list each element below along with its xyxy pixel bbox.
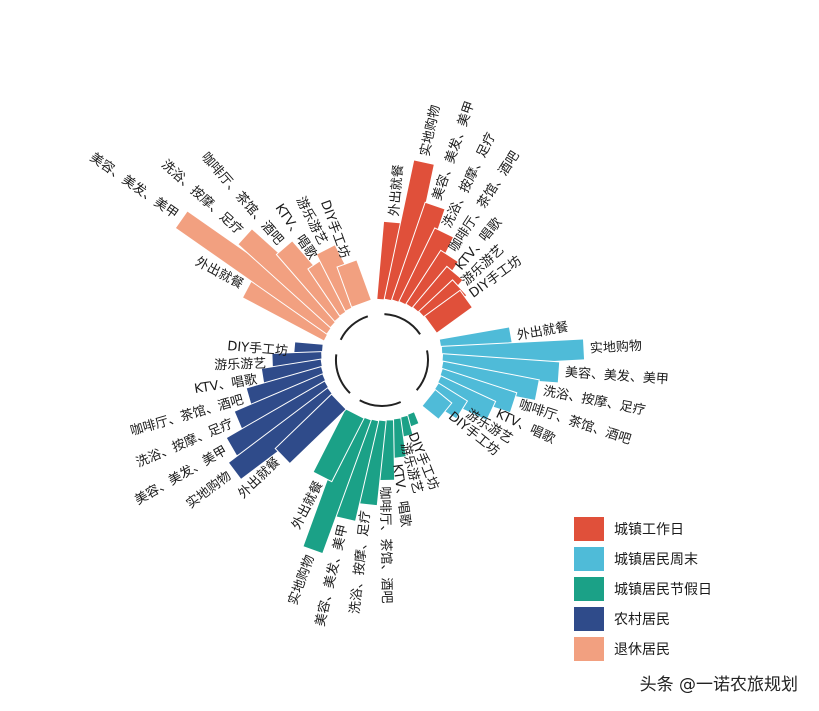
center-arc — [339, 315, 369, 341]
bar-label: 外出就餐 — [386, 164, 406, 217]
bars-layer — [174, 159, 586, 555]
bar-label: 实地购物 — [417, 104, 443, 158]
series-3 — [225, 341, 347, 481]
series-1 — [421, 326, 586, 422]
legend-label: 城镇工作日 — [614, 522, 684, 538]
bar — [421, 388, 453, 421]
watermark: 头条 @一诺农旅规划 — [640, 675, 798, 695]
series-4 — [174, 210, 372, 342]
legend-swatch — [574, 517, 604, 541]
center-arc — [359, 399, 402, 407]
center-arc — [384, 313, 421, 335]
bar-label: 实地购物 — [285, 553, 318, 607]
center-arc — [334, 354, 351, 394]
series-2 — [302, 408, 420, 555]
legend-label: 退休居民 — [614, 642, 670, 658]
bar-label: DIY手工坊 — [227, 339, 289, 359]
legend-label: 城镇居民周末 — [614, 552, 698, 568]
legend-swatch — [574, 547, 604, 571]
legend-label: 农村居民 — [614, 612, 670, 628]
bar — [423, 289, 474, 334]
bar — [336, 259, 372, 308]
bar — [312, 408, 365, 483]
bar-label: 游乐游艺 — [214, 357, 267, 374]
series-0 — [376, 159, 474, 334]
legend-swatch — [574, 637, 604, 661]
bar-label: 洗浴、按摩、足疗 — [347, 510, 374, 615]
center-disc — [324, 302, 440, 418]
legend-swatch — [574, 607, 604, 631]
center-arc — [415, 350, 429, 391]
center-ring — [324, 302, 440, 418]
bar — [274, 393, 347, 465]
legend-label: 城镇居民节假日 — [614, 582, 712, 598]
legend-swatch — [574, 577, 604, 601]
bar-label: 实地购物 — [590, 338, 643, 357]
bar-label: 美容、美发、美甲 — [564, 364, 669, 387]
bar-label: 咖啡厅、茶馆、酒吧 — [377, 486, 395, 603]
